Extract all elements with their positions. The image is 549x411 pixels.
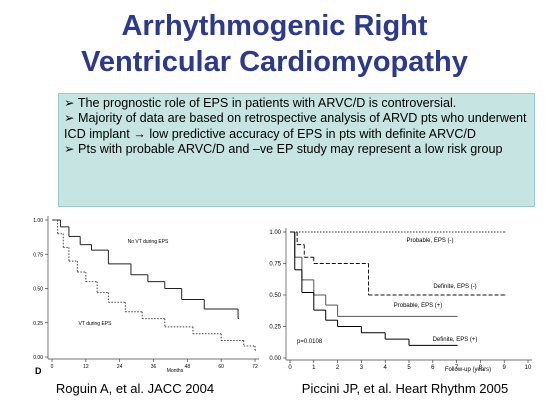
x-tick-label: 7 [455, 365, 459, 371]
x-tick-label: 0 [288, 365, 292, 371]
caption: Piccini JP, et al. Heart Rhythm 2005 [302, 381, 508, 396]
x-tick-label: 72 [252, 364, 258, 370]
x-tick-label: 48 [185, 364, 191, 370]
y-tick-label: 0.75 [33, 252, 43, 258]
y-tick-label: 0.50 [269, 293, 281, 299]
y-tick-label: 0.50 [33, 287, 43, 293]
panel-label: D [35, 366, 42, 376]
y-tick-label: 1.00 [269, 230, 281, 236]
y-tick-label: 0.25 [269, 325, 281, 331]
series-label: No VT during EPS [128, 239, 169, 245]
x-tick-label: 9 [503, 365, 507, 371]
x-tick-label: 24 [117, 364, 123, 370]
y-tick-label: 0.00 [269, 356, 281, 362]
x-axis-label: Follow-up (years) [445, 367, 491, 373]
x-tick-label: 36 [151, 364, 157, 370]
x-tick-label: 60 [218, 364, 224, 370]
series-label: Probable, EPS (+) [394, 303, 443, 309]
caption: Roguin A, et al. JACC 2004 [56, 381, 214, 396]
y-tick-label: 0.75 [269, 262, 281, 268]
x-tick-label: 5 [407, 365, 411, 371]
x-tick-label: 3 [360, 365, 364, 371]
x-tick-label: 6 [431, 365, 435, 371]
x-tick-label: 1 [312, 365, 316, 371]
x-tick-label: 8 [479, 365, 483, 371]
series-label: VT during EPS [79, 321, 113, 327]
series-label: Definite, EPS (+) [433, 337, 478, 343]
y-tick-label: 1.00 [33, 218, 43, 224]
bullet: ➢ Majority of data are based on retrospe… [64, 111, 527, 141]
bullet-box: ➢ The prognostic role of EPS in patients… [58, 93, 535, 207]
title-line: Arrhythmogenic Right [121, 10, 428, 42]
y-tick-label: 0.00 [33, 355, 43, 361]
x-tick-label: 12 [83, 364, 89, 370]
bullet: ➢ Pts with probable ARVC/D and –ve EP st… [64, 142, 503, 157]
x-tick-label: 0 [51, 364, 54, 370]
title-line: Ventricular Cardiomyopathy [81, 46, 468, 78]
x-tick-label: 2 [336, 365, 340, 371]
series-label: Definite, EPS (-) [433, 284, 476, 290]
x-tick-label: 10 [525, 365, 532, 371]
y-tick-label: 0.25 [33, 321, 43, 327]
annotation: p=0.0108 [297, 339, 323, 345]
x-axis-label: Months [167, 368, 184, 374]
slide-title: Arrhythmogenic Right Ventricular Cardiom… [0, 8, 549, 80]
series-label: Probable, EPS (-) [406, 238, 453, 244]
x-tick-label: 4 [384, 365, 388, 371]
bullet: ➢ The prognostic role of EPS in patients… [64, 96, 457, 110]
